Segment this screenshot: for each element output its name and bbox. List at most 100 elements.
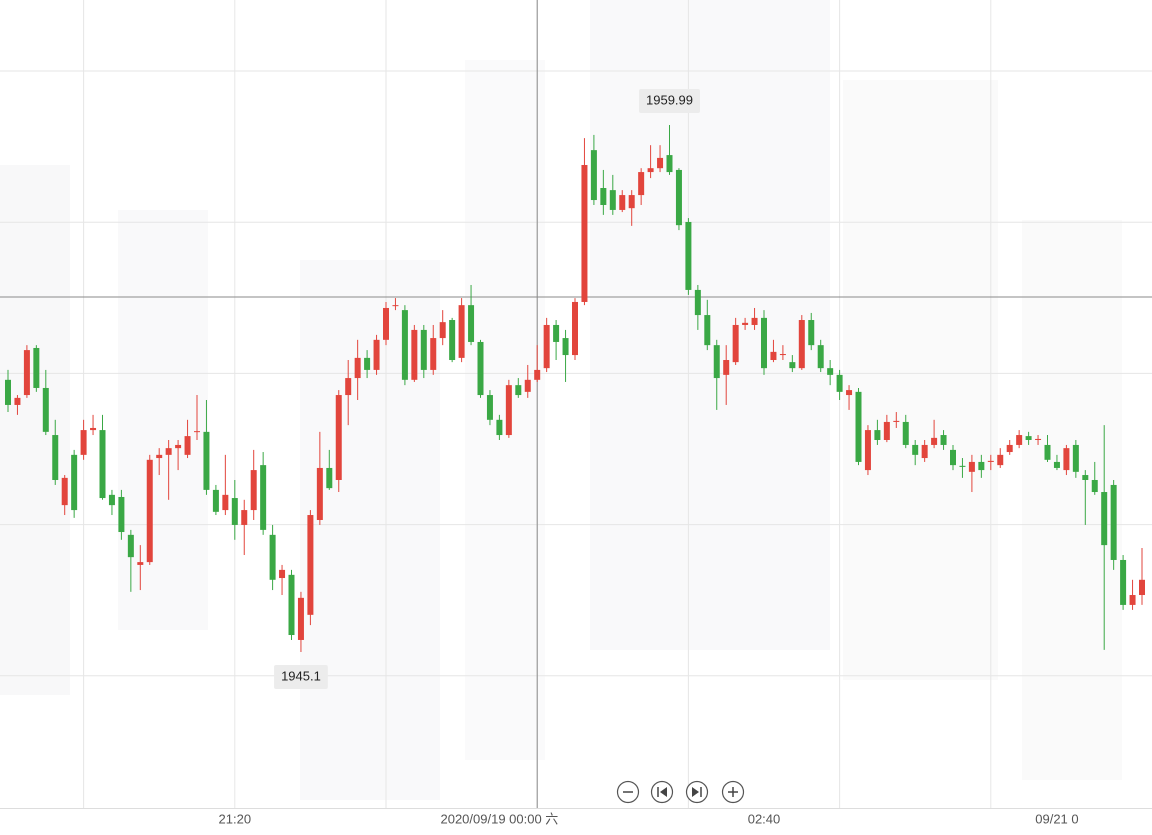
candle-body <box>364 357 371 370</box>
candle-body <box>80 430 87 455</box>
candle-body <box>827 368 834 375</box>
candle-body <box>874 430 881 440</box>
candle-body <box>449 320 456 361</box>
candle-body <box>175 444 182 449</box>
candle-body <box>108 494 115 506</box>
candle-body <box>1025 436 1032 440</box>
candle-body <box>864 430 871 471</box>
candle-body <box>71 454 78 511</box>
candle-body <box>5 379 11 405</box>
candle-body <box>808 320 815 346</box>
candle-body <box>1035 438 1042 440</box>
candle-body <box>770 351 777 361</box>
candle-body <box>657 157 664 169</box>
candle-body <box>486 395 493 420</box>
candle-body <box>52 435 59 480</box>
candle-body <box>241 510 248 525</box>
zoom-in-button[interactable] <box>721 780 745 804</box>
candle-body <box>33 347 40 388</box>
x-tick-label: 2020/09/19 00:00 六 <box>440 811 558 826</box>
candle-body <box>477 341 484 396</box>
candle-body <box>694 289 701 316</box>
candle-body <box>42 387 49 432</box>
candle-body <box>638 172 645 196</box>
candle-body <box>609 190 616 210</box>
candle-body <box>751 317 758 325</box>
background-buildings <box>0 0 1122 800</box>
candle-body <box>184 436 191 455</box>
candle-body <box>742 322 749 325</box>
candle-body <box>137 562 144 565</box>
candle-body <box>666 155 673 173</box>
candle-body <box>883 421 890 440</box>
candle-body <box>515 385 522 396</box>
candle-body <box>420 329 427 370</box>
candle-body <box>14 397 21 405</box>
candle-body <box>600 187 607 205</box>
candle-body <box>723 360 730 375</box>
candle-body <box>23 350 30 396</box>
candle-body <box>90 427 97 431</box>
candle-body <box>1006 444 1013 453</box>
extreme-label-text: 1959.99 <box>646 92 693 107</box>
candle-body <box>1120 559 1127 605</box>
candle-body <box>968 461 975 472</box>
candle-body <box>836 374 843 392</box>
candle-body <box>212 489 219 512</box>
extreme-label: 1959.99 <box>639 89 700 113</box>
candle-body <box>411 329 418 380</box>
candle-body <box>590 150 597 201</box>
candle-body <box>468 305 475 342</box>
x-tick-label: 02:40 <box>748 811 781 826</box>
scroll-end-button[interactable] <box>685 780 709 804</box>
candle-body <box>335 395 342 480</box>
candle-body <box>250 470 257 511</box>
candle-body <box>1110 484 1117 560</box>
candle-body <box>307 515 314 615</box>
scroll-start-button[interactable] <box>650 780 674 804</box>
candle-body <box>1082 475 1089 480</box>
candle-body <box>921 444 928 459</box>
candle-body <box>401 310 408 380</box>
candle-body <box>581 164 588 302</box>
candle-body <box>761 317 767 369</box>
candle-body <box>354 357 361 379</box>
candles <box>5 125 1145 652</box>
candle-body <box>524 379 531 392</box>
candle-body <box>817 345 824 369</box>
candle-body <box>553 324 560 342</box>
candle-body <box>288 574 295 636</box>
candle-body <box>373 339 380 370</box>
candle-body <box>855 391 862 462</box>
candle-body <box>496 419 503 436</box>
candle-body <box>269 534 276 580</box>
candle-body <box>798 320 805 369</box>
candle-body <box>675 169 682 226</box>
zoom-controls <box>616 780 745 804</box>
candle-body <box>987 460 994 462</box>
candle-body <box>534 369 541 380</box>
candle-body <box>628 195 635 209</box>
candle-body <box>99 430 106 499</box>
candle-body <box>316 467 323 520</box>
candle-body <box>1129 595 1136 605</box>
candle-body <box>439 322 446 339</box>
candle-body <box>704 315 711 346</box>
candle-body <box>222 494 229 511</box>
candle-body <box>505 385 512 436</box>
x-tick-label: 09/21 0 <box>1035 811 1078 826</box>
candle-body <box>345 378 352 396</box>
candle-body <box>950 449 956 466</box>
candle-body <box>1139 579 1145 596</box>
candle-body <box>127 534 134 558</box>
candle-body <box>1063 448 1070 471</box>
candle-body <box>647 168 654 173</box>
extreme-label-box <box>639 89 700 113</box>
candle-body <box>326 467 333 489</box>
zoom-out-button[interactable] <box>616 780 640 804</box>
candle-body <box>297 597 304 640</box>
candle-body <box>1091 479 1098 493</box>
candle-body <box>430 338 437 370</box>
candle-body <box>1044 444 1051 460</box>
